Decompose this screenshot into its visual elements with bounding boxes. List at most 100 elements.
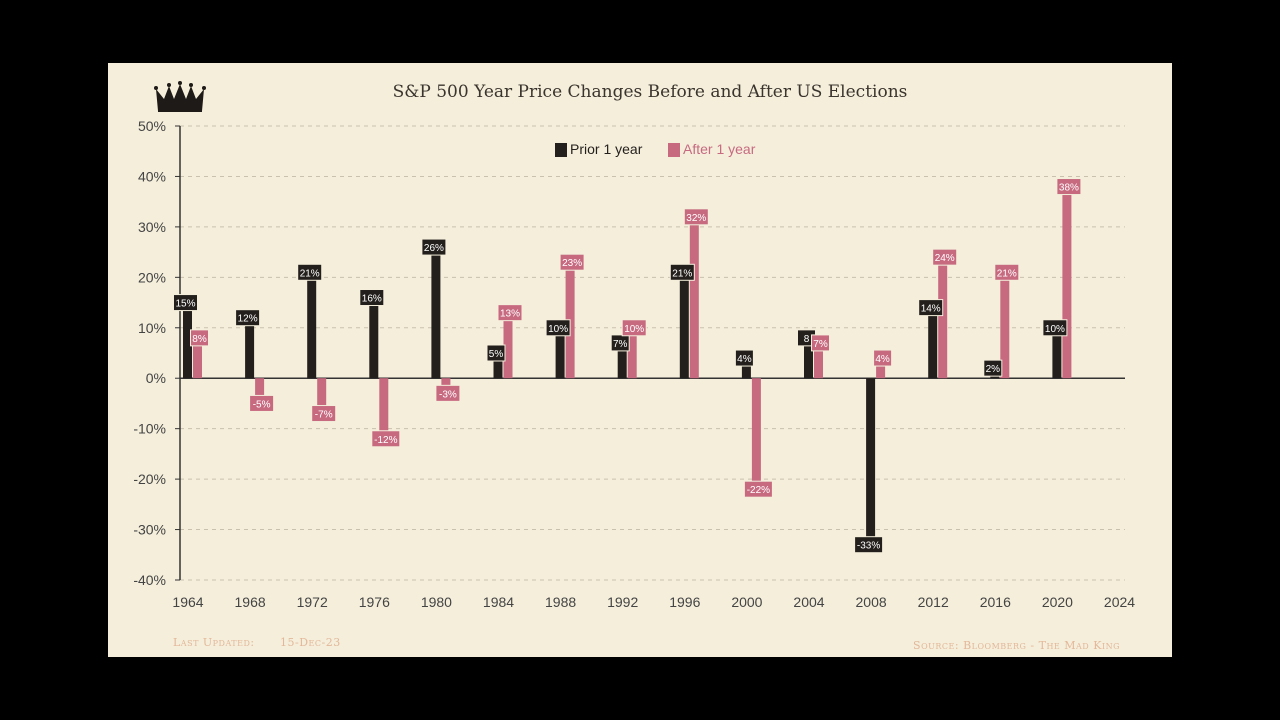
x-tick-label: 1972 [297, 594, 328, 610]
data-label-box-after [743, 480, 773, 498]
x-tick-label: 1988 [545, 594, 576, 610]
data-label-box-prior [297, 263, 323, 281]
legend-swatch-after [668, 143, 680, 157]
data-label-prior: 16% [362, 294, 382, 305]
x-tick-label: 2020 [1042, 594, 1073, 610]
crown-icon [154, 81, 206, 112]
data-label-box-prior [359, 289, 385, 307]
y-tick-label: 50% [138, 118, 166, 134]
data-label-box-prior [983, 359, 1003, 377]
bar-after [193, 337, 202, 379]
x-tick-label: 1992 [607, 594, 638, 610]
data-label-after: 21% [997, 268, 1017, 279]
y-tick-label: 0% [146, 370, 166, 386]
y-tick-label: -10% [133, 421, 166, 437]
bar-after [317, 378, 327, 414]
data-label-box-after [811, 334, 830, 352]
bar-after [938, 257, 948, 379]
data-label-prior: 10% [1045, 324, 1065, 335]
data-labels: 15% 12% 21% 16% 26% 5% 10% 7% 21% 4% 8 -33% 14% 2% 10%… [173, 178, 1082, 554]
bar-prior [307, 272, 317, 379]
data-label-after: 8% [192, 334, 207, 345]
y-tick-label: 20% [138, 269, 166, 285]
bar-after [1062, 186, 1072, 379]
data-label-box-after [873, 349, 893, 367]
data-label-after: 13% [500, 309, 520, 320]
data-label-after: 38% [1059, 183, 1079, 194]
x-tick-label: 1984 [483, 594, 514, 610]
bar-prior [679, 272, 689, 379]
data-label-box-prior [734, 349, 754, 367]
data-label-after: 23% [562, 258, 582, 269]
data-label-after: 10% [624, 324, 644, 335]
data-label-after: 32% [686, 213, 706, 224]
data-label-after: -12% [374, 435, 397, 446]
data-label-prior: -33% [857, 541, 880, 552]
bar-prior [866, 378, 876, 545]
y-tick-label: -40% [133, 572, 166, 588]
data-label-prior: 2% [986, 364, 1001, 375]
data-label-box-prior [1042, 319, 1068, 337]
bar-prior [741, 358, 751, 379]
data-label-box-after [311, 405, 337, 423]
data-label-box-after [249, 394, 275, 412]
source-note: Source: Bloomberg - The Mad King [913, 639, 1120, 652]
bar-prior [928, 307, 938, 379]
y-axis: -40% -30% -20% -10% 0% 10% 20% 30% 40% 50% [133, 118, 181, 588]
legend-label-prior: Prior 1 year [570, 141, 643, 157]
data-label-prior: 15% [175, 299, 195, 310]
data-label-box-prior [669, 263, 695, 281]
bar-after [255, 378, 265, 404]
data-label-prior: 7% [613, 339, 628, 350]
data-label-box-prior [545, 319, 571, 337]
x-tick-label: 2008 [856, 594, 887, 610]
data-label-prior: 12% [238, 314, 258, 325]
data-label-box-after [1056, 178, 1082, 196]
x-axis: 1964 1968 1972 1976 1980 1984 1988 1992 1996 2000… [172, 377, 1135, 610]
x-tick-label: 2004 [793, 594, 824, 610]
data-label-after: -3% [439, 389, 457, 400]
legend-swatch-prior [555, 143, 567, 157]
data-label-prior: 21% [300, 268, 320, 279]
x-tick-label: 2016 [980, 594, 1011, 610]
data-label-prior: 8 [804, 334, 810, 345]
bar-prior [804, 337, 813, 379]
legend: Prior 1 year After 1 year [555, 141, 756, 157]
x-tick-label: 1976 [359, 594, 390, 610]
x-tick-label: 2024 [1104, 594, 1135, 610]
bar-after [814, 342, 823, 379]
chart-panel: S&P 500 Year Price Changes Before and Af… [108, 63, 1172, 657]
data-label-prior: 5% [489, 349, 504, 360]
bar-prior [617, 342, 627, 379]
x-tick-label: 2000 [731, 594, 762, 610]
data-label-prior: 21% [672, 268, 692, 279]
bar-after [689, 216, 699, 379]
x-tick-label: 1964 [172, 594, 203, 610]
bar-prior [1052, 327, 1062, 379]
data-label-after: 7% [813, 339, 828, 350]
bar-prior [431, 247, 441, 379]
chart: S&P 500 Year Price Changes Before and Af… [133, 81, 1135, 652]
data-label-after: -7% [315, 410, 333, 421]
data-label-box-after [683, 208, 709, 226]
bar-prior [183, 302, 192, 379]
data-label-prior: 14% [921, 304, 941, 315]
y-tick-label: -20% [133, 471, 166, 487]
bar-after [751, 378, 761, 490]
y-tick-label: -30% [133, 522, 166, 538]
data-label-after: -22% [747, 485, 770, 496]
data-label-box-after [994, 263, 1020, 281]
data-label-box-prior [173, 294, 198, 312]
data-label-box-prior [421, 238, 447, 256]
x-tick-label: 2012 [918, 594, 949, 610]
bar-after [379, 378, 389, 439]
data-label-after: -5% [253, 399, 271, 410]
data-label-after: 24% [935, 253, 955, 264]
legend-label-after: After 1 year [683, 141, 756, 157]
data-label-box-after [497, 304, 523, 322]
x-tick-label: 1996 [669, 594, 700, 610]
data-label-box-after [932, 248, 958, 266]
data-label-prior: 10% [548, 324, 568, 335]
x-tick-label: 1980 [421, 594, 452, 610]
data-label-box-prior [854, 536, 884, 554]
